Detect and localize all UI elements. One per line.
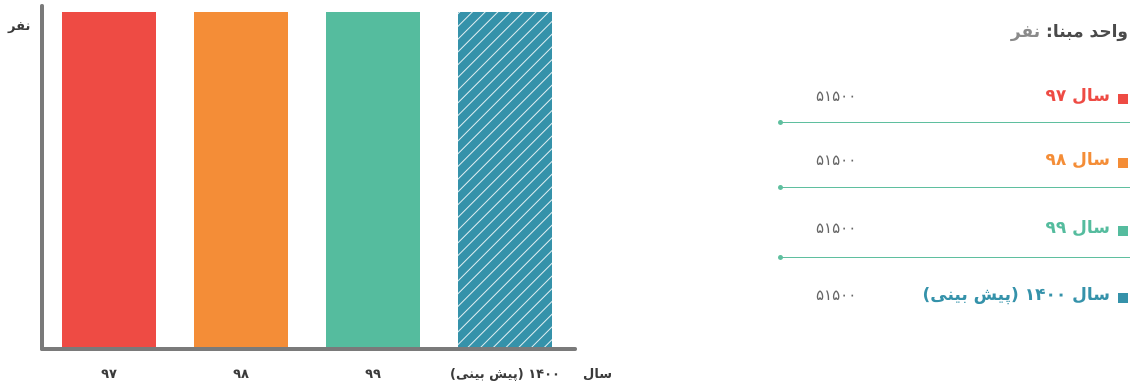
- legend-panel: واحد مبنا: نفر سال ۹۷ ۵۱۵۰۰ سال ۹۸ ۵۱۵۰۰…: [760, 0, 1136, 382]
- unit-line: واحد مبنا: نفر: [1011, 22, 1128, 42]
- bar-3: [326, 12, 420, 349]
- legend-item: سال ۹۹ ۵۱۵۰۰: [768, 216, 1128, 246]
- y-axis-label: نفر: [7, 19, 30, 34]
- legend-value: ۵۱۵۰۰: [816, 151, 857, 169]
- unit-label: واحد مبنا:: [1046, 22, 1128, 42]
- bar-chart: ۹۷ ۹۸ ۹۹ ۱۴۰۰ (پیش بینی) نفر سال: [7, 4, 612, 382]
- x-tick-label: ۹۹: [365, 367, 381, 382]
- x-tick-label: ۱۴۰۰ (پیش بینی): [450, 367, 560, 382]
- legend-label: سال ۱۴۰۰ (پیش بینی): [922, 285, 1111, 305]
- legend-swatch: [1118, 158, 1128, 168]
- legend-swatch: [1118, 94, 1128, 104]
- legend-value: ۵۱۵۰۰: [816, 87, 857, 105]
- bar-2: [194, 12, 288, 349]
- x-tick-label: ۹۷: [101, 367, 117, 382]
- legend-label: سال ۹۷: [1045, 86, 1110, 106]
- bar-1: [62, 12, 156, 349]
- legend-item: سال ۱۴۰۰ (پیش بینی) ۵۱۵۰۰: [768, 283, 1128, 313]
- legend-value: ۵۱۵۰۰: [816, 286, 857, 304]
- bar-4: [458, 12, 552, 349]
- legend-label: سال ۹۸: [1045, 150, 1110, 170]
- legend-swatch: [1118, 293, 1128, 303]
- x-tick-label: ۹۸: [233, 367, 249, 382]
- unit-value: نفر: [1010, 22, 1041, 42]
- legend-swatch: [1118, 226, 1128, 236]
- legend-item: سال ۹۸ ۵۱۵۰۰: [768, 148, 1128, 178]
- legend-divider: [778, 255, 1130, 260]
- x-axis-label: سال: [583, 367, 612, 382]
- legend-divider: [778, 120, 1130, 125]
- legend-label: سال ۹۹: [1045, 218, 1110, 238]
- legend-item: سال ۹۷ ۵۱۵۰۰: [768, 84, 1128, 114]
- legend-value: ۵۱۵۰۰: [816, 219, 857, 237]
- legend-divider: [778, 185, 1130, 190]
